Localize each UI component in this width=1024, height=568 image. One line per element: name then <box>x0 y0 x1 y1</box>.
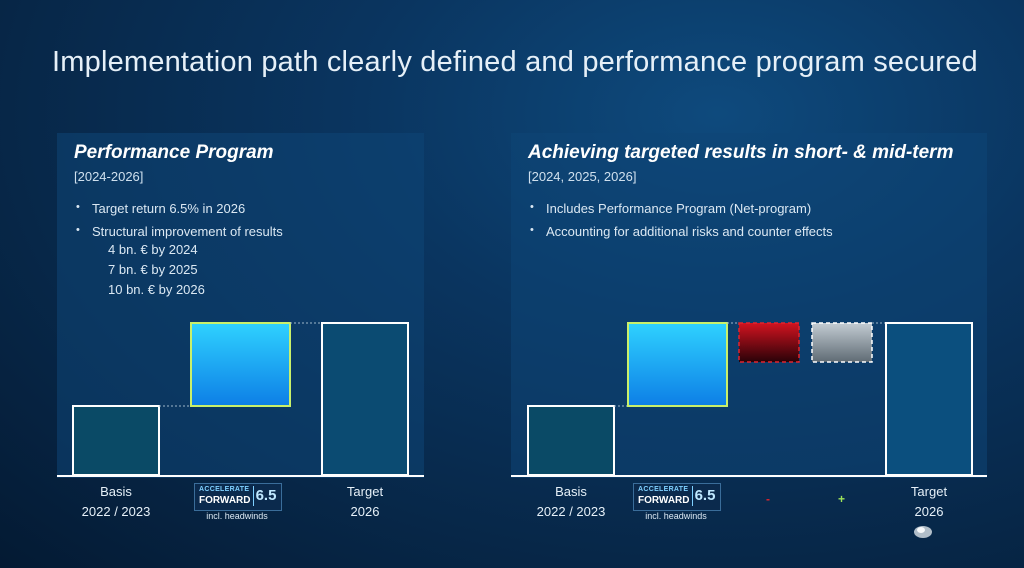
bullet-item: Structural improvement of results 4 bn. … <box>74 224 283 297</box>
axis-label-line: 2026 <box>350 504 380 519</box>
bullet-text: Structural improvement of results <box>92 224 283 239</box>
bullet-item: Accounting for additional risks and coun… <box>528 224 833 239</box>
target-bar <box>321 322 409 476</box>
axis-label-target: Target 2026 <box>319 484 411 519</box>
target-bar <box>885 322 973 476</box>
plus-symbol: + <box>838 492 846 506</box>
axis-label-line: Basis <box>555 484 587 499</box>
panel-subtitle: [2024, 2025, 2026] <box>528 169 637 184</box>
axis-label-line: 2022 / 2023 <box>536 504 606 519</box>
sub-item: 10 bn. € by 2026 <box>108 282 205 297</box>
counter-effects-bar <box>811 322 873 363</box>
accelerate-forward-logo: ACCELERATE FORWARD 6.5 <box>633 483 721 511</box>
basis-bar <box>72 405 160 476</box>
bullet-item: Includes Performance Program (Net-progra… <box>528 201 833 216</box>
pointer-cloud-icon <box>914 526 932 538</box>
logo-caption: incl. headwinds <box>206 511 268 521</box>
logo-forward-text: FORWARD <box>199 495 251 506</box>
panel-title: Achieving targeted results in short- & m… <box>528 142 954 163</box>
axis-label-line: Target <box>346 484 384 499</box>
slide-title: Implementation path clearly defined and … <box>52 46 978 78</box>
bullet-list: Includes Performance Program (Net-progra… <box>528 201 833 247</box>
logo-number: 6.5 <box>692 486 717 506</box>
logo-forward-text: FORWARD <box>638 495 690 506</box>
minus-symbol: - <box>766 492 770 506</box>
axis-label-basis: Basis 2022 / 2023 <box>70 484 162 519</box>
accelerate-forward-logo: ACCELERATE FORWARD 6.5 <box>194 483 282 511</box>
performance-program-bar <box>190 322 291 407</box>
logo-number: 6.5 <box>253 486 278 506</box>
logo-caption: incl. headwinds <box>645 511 707 521</box>
axis-label-basis: Basis 2022 / 2023 <box>525 484 617 519</box>
panel-subtitle: [2024-2026] <box>74 169 144 184</box>
axis-label-line: 2026 <box>914 504 944 519</box>
risks-bar <box>738 322 800 363</box>
sub-item: 4 bn. € by 2024 <box>108 242 198 257</box>
performance-program-bar <box>627 322 728 407</box>
basis-bar <box>527 405 615 476</box>
logo-accelerate-text: ACCELERATE <box>199 486 250 493</box>
sub-item: 7 bn. € by 2025 <box>108 262 198 277</box>
axis-label-line: 2022 / 2023 <box>81 504 151 519</box>
panel-title: Performance Program <box>74 142 274 163</box>
axis-label-line: Target <box>910 484 948 499</box>
axis-label-target: Target 2026 <box>883 484 975 519</box>
bullet-item: Target return 6.5% in 2026 <box>74 201 283 216</box>
logo-accelerate-text: ACCELERATE <box>638 486 689 493</box>
axis-label-line: Basis <box>100 484 132 499</box>
bullet-list: Target return 6.5% in 2026 Structural im… <box>74 201 283 305</box>
sub-list: 4 bn. € by 2024 7 bn. € by 2025 10 bn. €… <box>108 242 283 297</box>
